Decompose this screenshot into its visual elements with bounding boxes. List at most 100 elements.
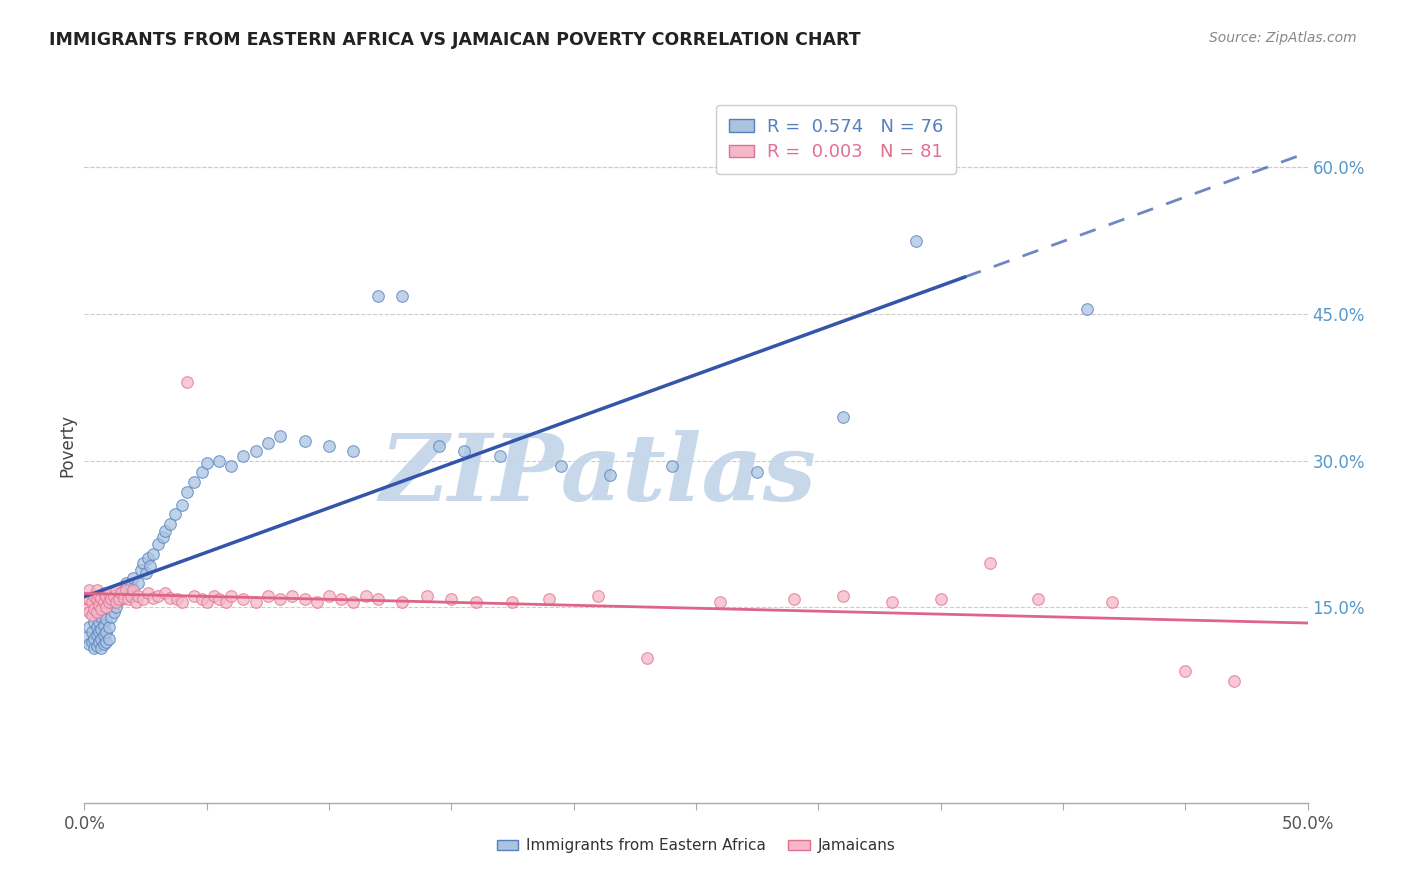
Point	[586, 589, 609, 603]
Point	[416, 589, 439, 603]
Point	[152, 530, 174, 544]
Point	[159, 517, 181, 532]
Point	[83, 641, 105, 656]
Point	[163, 508, 186, 522]
Point	[93, 618, 115, 632]
Point	[90, 641, 112, 656]
Point	[367, 289, 389, 303]
Point	[195, 595, 218, 609]
Point	[176, 376, 198, 390]
Point	[142, 591, 165, 605]
Text: IMMIGRANTS FROM EASTERN AFRICA VS JAMAICAN POVERTY CORRELATION CHART: IMMIGRANTS FROM EASTERN AFRICA VS JAMAIC…	[49, 31, 860, 49]
Point	[550, 458, 572, 473]
Point	[127, 589, 149, 603]
Point	[159, 591, 181, 605]
Point	[83, 589, 105, 603]
Point	[342, 443, 364, 458]
Point	[489, 449, 512, 463]
Point	[747, 466, 769, 480]
Point	[90, 602, 112, 616]
Point	[96, 589, 118, 603]
Point	[281, 589, 304, 603]
Point	[86, 605, 108, 619]
Point	[1101, 595, 1123, 609]
Point	[599, 468, 621, 483]
Point	[831, 409, 853, 424]
Point	[257, 589, 280, 603]
Point	[202, 589, 225, 603]
Point	[97, 595, 120, 609]
Point	[83, 615, 105, 629]
Point	[354, 589, 377, 603]
Point	[107, 585, 129, 599]
Point	[219, 589, 242, 603]
Point	[191, 592, 214, 607]
Point	[146, 589, 169, 603]
Point	[77, 592, 100, 607]
Point	[122, 571, 145, 585]
Point	[110, 592, 132, 607]
Point	[294, 434, 316, 449]
Point	[96, 624, 118, 639]
Point	[112, 582, 135, 597]
Point	[183, 475, 205, 490]
Point	[245, 595, 267, 609]
Point	[330, 592, 353, 607]
Point	[115, 582, 138, 597]
Point	[318, 589, 340, 603]
Text: ZIPatlas: ZIPatlas	[380, 430, 817, 519]
Point	[318, 439, 340, 453]
Point	[709, 595, 731, 609]
Point	[103, 589, 125, 603]
Point	[1223, 673, 1246, 688]
Point	[636, 651, 658, 665]
Point	[103, 605, 125, 619]
Point	[112, 591, 135, 605]
Point	[783, 592, 806, 607]
Point	[135, 566, 157, 580]
Point	[100, 592, 122, 607]
Point	[87, 615, 110, 629]
Point	[100, 595, 122, 609]
Point	[661, 458, 683, 473]
Point	[90, 610, 112, 624]
Point	[97, 632, 120, 646]
Point	[245, 443, 267, 458]
Point	[86, 620, 108, 634]
Point	[1028, 592, 1050, 607]
Point	[342, 595, 364, 609]
Point	[90, 591, 112, 605]
Point	[86, 582, 108, 597]
Point	[142, 547, 165, 561]
Point	[139, 559, 162, 574]
Point	[1174, 664, 1197, 678]
Point	[105, 582, 128, 597]
Point	[80, 624, 103, 639]
Point	[90, 632, 112, 646]
Point	[132, 557, 155, 571]
Point	[105, 600, 128, 615]
Point	[80, 608, 103, 623]
Point	[391, 289, 413, 303]
Y-axis label: Poverty: Poverty	[58, 415, 76, 477]
Point	[153, 585, 176, 599]
Point	[831, 589, 853, 603]
Point	[107, 592, 129, 607]
Point	[208, 592, 231, 607]
Point	[96, 612, 118, 626]
Point	[93, 637, 115, 651]
Point	[208, 453, 231, 467]
Point	[215, 595, 238, 609]
Point	[880, 595, 903, 609]
Point	[219, 458, 242, 473]
Point	[232, 592, 254, 607]
Point	[86, 592, 108, 607]
Point	[122, 582, 145, 597]
Point	[464, 595, 486, 609]
Point	[153, 524, 176, 538]
Point	[367, 592, 389, 607]
Point	[232, 449, 254, 463]
Point	[87, 589, 110, 603]
Point	[117, 592, 139, 607]
Point	[110, 585, 132, 599]
